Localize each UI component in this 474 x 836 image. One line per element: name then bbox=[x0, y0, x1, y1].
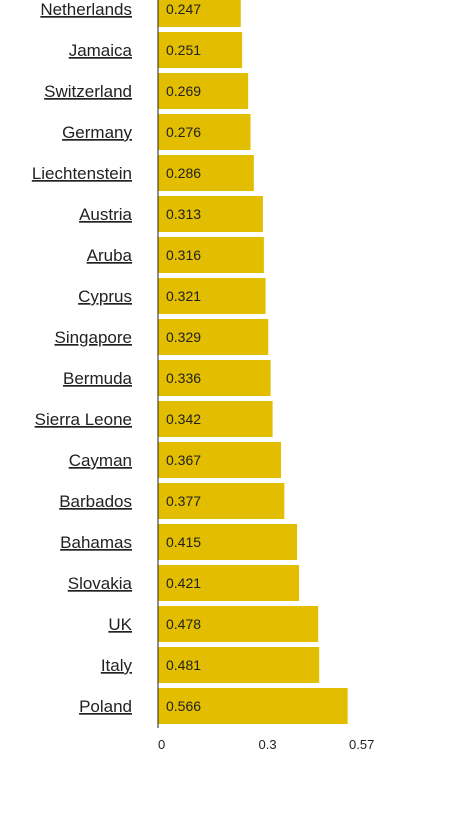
bar bbox=[158, 237, 264, 273]
bar bbox=[158, 565, 300, 601]
value-label: 0.251 bbox=[166, 42, 201, 58]
category-label[interactable]: Cayman bbox=[69, 451, 132, 470]
category-label[interactable]: Cyprus bbox=[78, 287, 132, 306]
category-labels-group: Netherlands Jamaica Switzerland Germany Liec… bbox=[32, 0, 133, 716]
category-label[interactable]: Switzerland bbox=[44, 82, 132, 101]
category-label[interactable]: Sierra Leone bbox=[35, 410, 132, 429]
bar bbox=[158, 114, 251, 150]
category-label[interactable]: Aruba bbox=[87, 246, 133, 265]
category-label[interactable]: Liechtenstein bbox=[32, 164, 132, 183]
value-label: 0.247 bbox=[166, 1, 201, 17]
category-label[interactable]: Bahamas bbox=[60, 533, 132, 552]
value-label: 0.367 bbox=[166, 452, 201, 468]
value-label: 0.321 bbox=[166, 288, 201, 304]
category-label[interactable]: Netherlands bbox=[40, 0, 132, 19]
value-label: 0.336 bbox=[166, 370, 201, 386]
bar bbox=[158, 278, 266, 314]
category-label[interactable]: Italy bbox=[101, 656, 133, 675]
bar bbox=[158, 360, 271, 396]
value-label: 0.329 bbox=[166, 329, 201, 345]
value-label: 0.415 bbox=[166, 534, 201, 550]
category-label[interactable]: UK bbox=[108, 615, 132, 634]
bar bbox=[158, 401, 273, 437]
bar bbox=[158, 73, 249, 109]
value-label: 0.481 bbox=[166, 657, 201, 673]
value-label: 0.566 bbox=[166, 698, 201, 714]
value-label: 0.478 bbox=[166, 616, 201, 632]
value-label: 0.421 bbox=[166, 575, 201, 591]
category-label[interactable]: Singapore bbox=[54, 328, 132, 347]
value-label: 0.313 bbox=[166, 206, 201, 222]
bar bbox=[158, 32, 243, 68]
value-labels-group: 0.247 0.251 0.269 0.276 0.286 0.313 0.316 0.321… bbox=[166, 1, 201, 714]
value-label: 0.276 bbox=[166, 124, 201, 140]
x-axis-ticks-group: 0 0.3 0.57 bbox=[158, 737, 374, 752]
value-label: 0.316 bbox=[166, 247, 201, 263]
bar bbox=[158, 688, 348, 724]
bars-group bbox=[158, 0, 348, 724]
bar bbox=[158, 196, 263, 232]
bar bbox=[158, 524, 298, 560]
value-label: 0.269 bbox=[166, 83, 201, 99]
category-label[interactable]: Barbados bbox=[59, 492, 132, 511]
bar bbox=[158, 0, 241, 27]
value-label: 0.377 bbox=[166, 493, 201, 509]
category-label[interactable]: Germany bbox=[62, 123, 132, 142]
x-tick-label: 0 bbox=[158, 737, 165, 752]
x-tick-label: 0.57 bbox=[349, 737, 374, 752]
bar bbox=[158, 606, 319, 642]
category-label[interactable]: Bermuda bbox=[63, 369, 133, 388]
value-label: 0.342 bbox=[166, 411, 201, 427]
category-label[interactable]: Jamaica bbox=[69, 41, 133, 60]
bar bbox=[158, 319, 269, 355]
bar bbox=[158, 647, 320, 683]
bar bbox=[158, 483, 285, 519]
category-label[interactable]: Austria bbox=[79, 205, 132, 224]
x-tick-label: 0.3 bbox=[259, 737, 277, 752]
bar bbox=[158, 442, 281, 478]
bar bbox=[158, 155, 254, 191]
value-label: 0.286 bbox=[166, 165, 201, 181]
category-label[interactable]: Slovakia bbox=[68, 574, 133, 593]
category-label[interactable]: Poland bbox=[79, 697, 132, 716]
